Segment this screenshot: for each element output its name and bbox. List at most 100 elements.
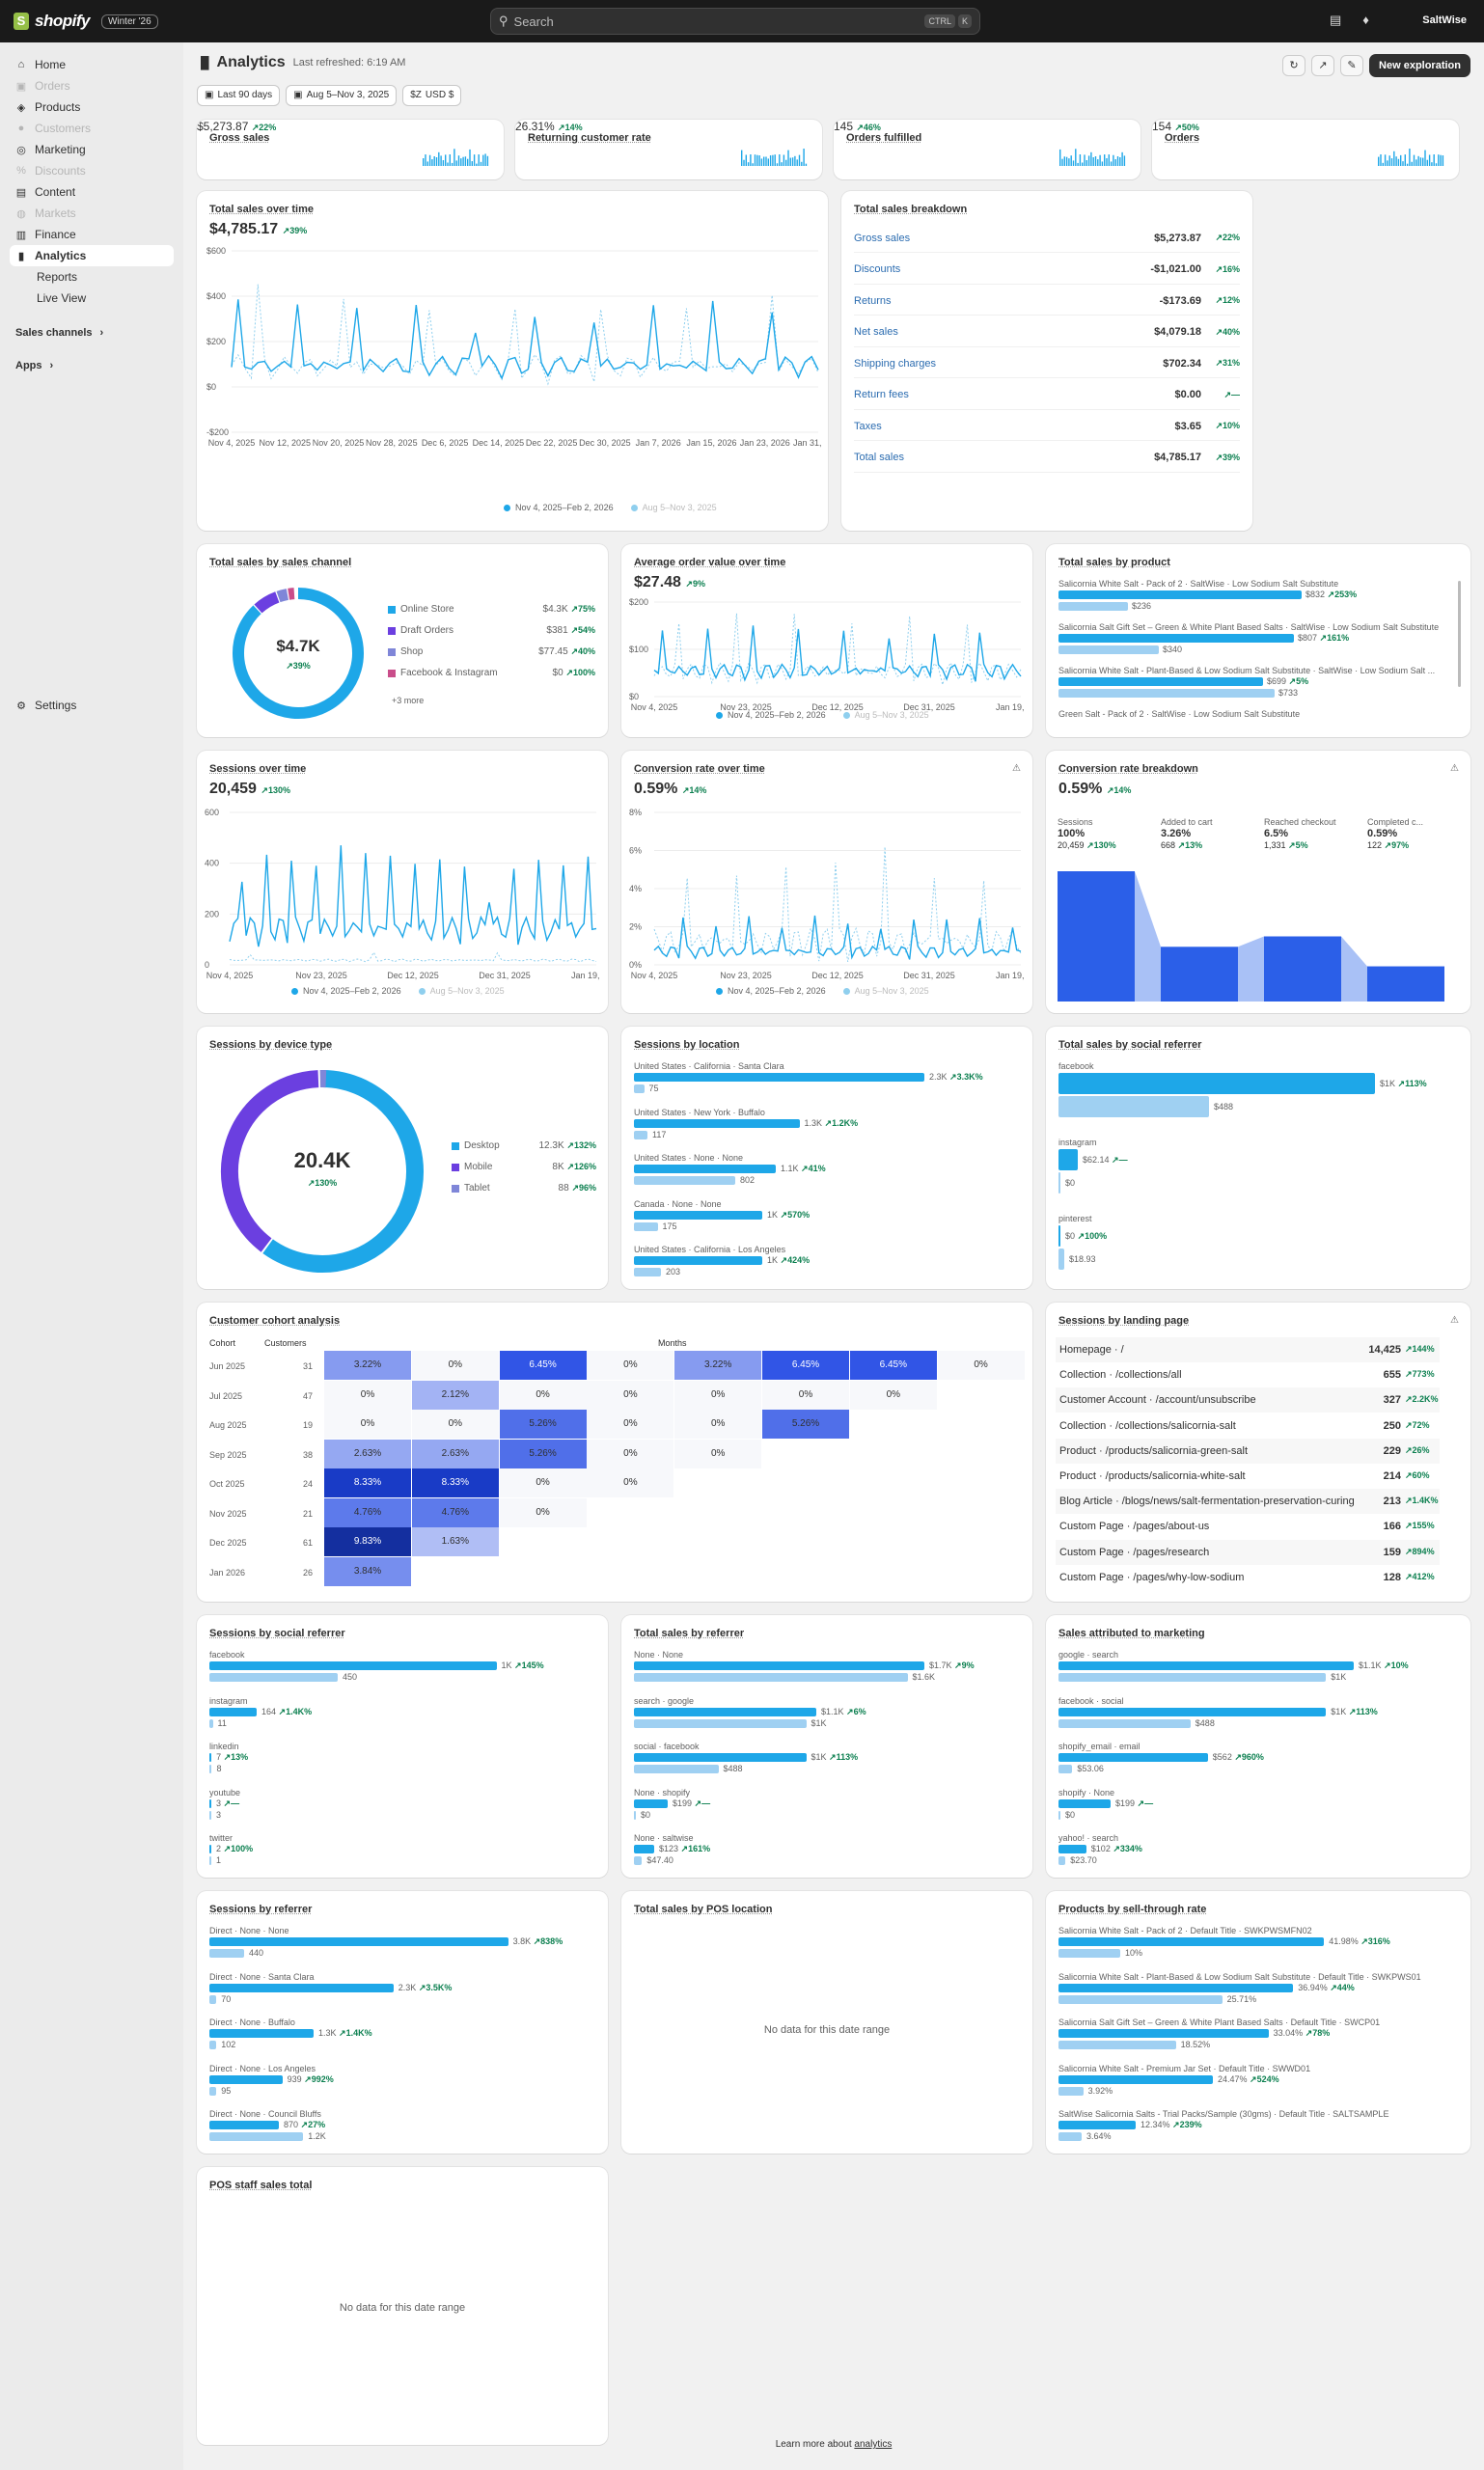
- inbox-icon[interactable]: ▤: [1330, 13, 1342, 27]
- breakdown-label[interactable]: Total sales: [854, 452, 904, 463]
- channel-legend-row[interactable]: Shop $77.45 ↗40%: [388, 646, 595, 657]
- bar-label[interactable]: google · search: [1058, 1650, 1119, 1660]
- breakdown-label[interactable]: Shipping charges: [854, 357, 937, 370]
- fullscreen-icon[interactable]: ↗: [1311, 55, 1335, 76]
- cohort-cell[interactable]: 4.76%: [324, 1497, 411, 1527]
- scrollbar[interactable]: [1458, 581, 1461, 687]
- bar-label[interactable]: United States · New York · Buffalo: [634, 1107, 765, 1117]
- card-title[interactable]: POS staff sales total: [209, 2180, 313, 2191]
- compare-range-filter[interactable]: ▣ Aug 5–Nov 3, 2025: [286, 85, 398, 106]
- date-range-filter[interactable]: ▣ Last 90 days: [197, 85, 281, 106]
- product-label[interactable]: Salicornia White Salt - Pack of 2 · Salt…: [1058, 579, 1339, 589]
- bar-label[interactable]: yahoo! · search: [1058, 1833, 1119, 1843]
- landing-page-row[interactable]: Collection · /collections/all 655 ↗773%: [1059, 1369, 1435, 1382]
- landing-page-row[interactable]: Custom Page · /pages/research 159 ↗894%: [1056, 1539, 1440, 1565]
- breakdown-row[interactable]: Shipping charges $702.34 ↗31%: [854, 349, 1240, 378]
- legend-item[interactable]: Aug 5–Nov 3, 2025: [418, 986, 505, 996]
- bar-label[interactable]: None · saltwise: [634, 1833, 694, 1843]
- kpi-card[interactable]: Orders 154 ↗50%: [1152, 120, 1459, 179]
- cohort-cell[interactable]: 0%: [411, 1351, 499, 1380]
- cohort-cell[interactable]: 6.45%: [849, 1351, 937, 1380]
- bar-label[interactable]: instagram: [209, 1695, 248, 1706]
- breakdown-label[interactable]: Gross sales: [854, 232, 911, 244]
- card-title[interactable]: Average order value over time: [634, 557, 786, 568]
- card-title[interactable]: Conversion rate over time: [634, 763, 765, 775]
- sidebar-item-reports[interactable]: Reports: [10, 266, 174, 288]
- cohort-cell[interactable]: 9.83%: [324, 1527, 411, 1556]
- apps-section[interactable]: Apps ›: [10, 355, 174, 376]
- warning-icon[interactable]: ⚠: [1450, 763, 1459, 774]
- cohort-cell[interactable]: 0%: [674, 1380, 762, 1410]
- card-title[interactable]: Sessions by landing page: [1058, 1315, 1190, 1327]
- bar-label[interactable]: United States · California · Santa Clara: [634, 1061, 784, 1071]
- bar-label[interactable]: United States · California · Los Angeles: [634, 1245, 786, 1254]
- breakdown-row[interactable]: Discounts -$1,021.00 ↗16%: [854, 256, 1240, 285]
- store-name[interactable]: SaltWise: [1422, 14, 1467, 26]
- analytics-link[interactable]: analytics: [854, 2439, 893, 2450]
- bar-label[interactable]: social · facebook: [634, 1742, 700, 1751]
- channel-legend-row[interactable]: Online Store $4.3K ↗75%: [388, 604, 595, 615]
- bar-label[interactable]: Salicornia White Salt - Pack of 2 · Defa…: [1058, 1926, 1312, 1935]
- product-label[interactable]: Green Salt - Pack of 2 · SaltWise · Low …: [1058, 709, 1301, 719]
- cohort-cell[interactable]: 5.26%: [762, 1410, 849, 1439]
- bar-label[interactable]: Salicornia Salt Gift Set – Green & White…: [1058, 2017, 1381, 2027]
- bar-label[interactable]: search · google: [634, 1695, 695, 1706]
- cohort-cell[interactable]: 2.12%: [411, 1380, 499, 1410]
- landing-page-row[interactable]: Blog Article · /blogs/news/salt-fermenta…: [1056, 1489, 1440, 1515]
- warning-icon[interactable]: ⚠: [1450, 1315, 1459, 1326]
- cohort-cell[interactable]: 5.26%: [499, 1410, 587, 1439]
- bar-label[interactable]: Salicornia White Salt - Plant-Based & Lo…: [1058, 1971, 1421, 1982]
- bar-label[interactable]: instagram: [1058, 1138, 1097, 1147]
- cohort-cell[interactable]: 0%: [674, 1439, 762, 1468]
- cohort-cell[interactable]: 4.76%: [411, 1497, 499, 1527]
- bar-label[interactable]: shopify_email · email: [1058, 1742, 1140, 1751]
- card-title[interactable]: Sessions by location: [634, 1039, 740, 1051]
- cohort-cell[interactable]: 2.63%: [324, 1439, 411, 1468]
- cohort-cell[interactable]: 5.26%: [499, 1439, 587, 1468]
- legend-item[interactable]: Nov 4, 2025–Feb 2, 2026: [504, 503, 614, 512]
- sidebar-item-settings[interactable]: ⚙ Settings: [10, 695, 174, 716]
- device-legend-row[interactable]: Desktop 12.3K ↗132%: [452, 1140, 596, 1151]
- cohort-cell[interactable]: 6.45%: [499, 1351, 587, 1380]
- card-title[interactable]: Total sales by POS location: [634, 1904, 773, 1915]
- edition-badge[interactable]: Winter '26: [100, 14, 158, 29]
- card-title[interactable]: Sales attributed to marketing: [1058, 1628, 1205, 1639]
- funnel-step[interactable]: Sessions 100% 20,459 ↗130%: [1058, 817, 1116, 850]
- shopify-logo[interactable]: S shopify Winter '26: [14, 12, 158, 31]
- cohort-cell[interactable]: 0%: [762, 1380, 849, 1410]
- funnel-step[interactable]: Completed c... 0.59% 122 ↗97%: [1367, 817, 1424, 850]
- breakdown-label[interactable]: Discounts: [854, 263, 901, 275]
- refresh-icon[interactable]: ↻: [1282, 55, 1306, 76]
- bar-label[interactable]: United States · None · None: [634, 1153, 744, 1163]
- bar-label[interactable]: linkedin: [209, 1742, 239, 1751]
- kpi-card[interactable]: Gross sales $5,273.87 ↗22%: [197, 120, 504, 179]
- bar-label[interactable]: None · shopify: [634, 1787, 691, 1798]
- cohort-cell[interactable]: 0%: [587, 1468, 674, 1497]
- cohort-cell[interactable]: 0%: [587, 1351, 674, 1380]
- warning-icon[interactable]: ⚠: [1012, 763, 1021, 774]
- sidebar-item-markets[interactable]: ◍ Markets: [10, 203, 174, 224]
- device-legend-row[interactable]: Mobile 8K ↗126%: [452, 1162, 596, 1172]
- landing-page-row[interactable]: Custom Page · /pages/why-low-sodium 128 ↗4…: [1059, 1571, 1435, 1583]
- bar-label[interactable]: facebook: [1058, 1061, 1094, 1071]
- cohort-cell[interactable]: 8.33%: [324, 1468, 411, 1497]
- bar-label[interactable]: facebook: [209, 1650, 245, 1660]
- breakdown-row[interactable]: Returns -$173.69 ↗12%: [854, 287, 1240, 316]
- sidebar-item-products[interactable]: ◈ Products: [10, 96, 174, 118]
- product-label[interactable]: Salicornia White Salt - Plant-Based & Lo…: [1058, 666, 1436, 675]
- cohort-cell[interactable]: 3.84%: [324, 1556, 411, 1586]
- edit-icon[interactable]: ✎: [1340, 55, 1364, 76]
- funnel-step[interactable]: Reached checkout 6.5% 1,331 ↗5%: [1264, 817, 1336, 850]
- cohort-cell[interactable]: 0%: [937, 1351, 1025, 1380]
- cohort-cell[interactable]: 0%: [587, 1410, 674, 1439]
- sidebar-item-customers[interactable]: ● Customers: [10, 118, 174, 139]
- card-title[interactable]: Total sales over time: [209, 204, 315, 215]
- cohort-cell[interactable]: 0%: [324, 1380, 411, 1410]
- bar-label[interactable]: shopify · None: [1058, 1787, 1115, 1798]
- kpi-title[interactable]: Orders: [1165, 132, 1200, 144]
- cohort-cell[interactable]: 3.22%: [324, 1351, 411, 1380]
- landing-page-row[interactable]: Custom Page · /pages/about-us 166 ↗155%: [1059, 1521, 1435, 1533]
- landing-page-row[interactable]: Collection · /collections/salicornia-sal…: [1056, 1413, 1440, 1439]
- sidebar-item-home[interactable]: ⌂ Home: [10, 54, 174, 75]
- bar-label[interactable]: Direct · None · None: [209, 1926, 289, 1935]
